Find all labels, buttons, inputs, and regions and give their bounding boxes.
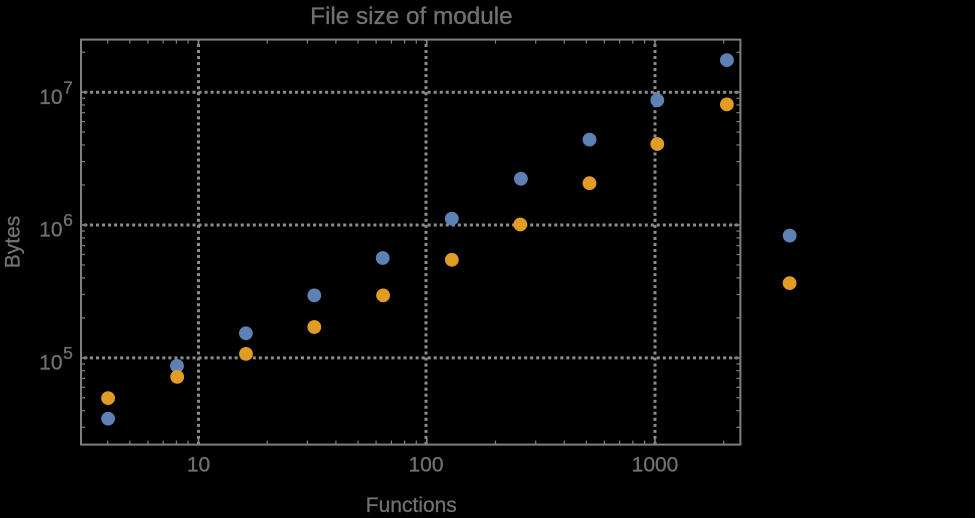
svg-text:100: 100 xyxy=(408,454,443,477)
svg-text:10: 10 xyxy=(39,86,62,109)
svg-text:5: 5 xyxy=(63,343,73,363)
svg-text:10: 10 xyxy=(39,352,62,375)
svg-text:File size of module: File size of module xyxy=(310,3,513,30)
svg-text:10: 10 xyxy=(39,219,62,242)
svg-text:10: 10 xyxy=(187,454,210,477)
svg-text:Functions: Functions xyxy=(366,494,457,513)
svg-text:7: 7 xyxy=(63,77,73,97)
svg-text:Bytes: Bytes xyxy=(2,216,25,269)
svg-text:1000: 1000 xyxy=(632,454,679,477)
svg-text:6: 6 xyxy=(63,210,73,230)
